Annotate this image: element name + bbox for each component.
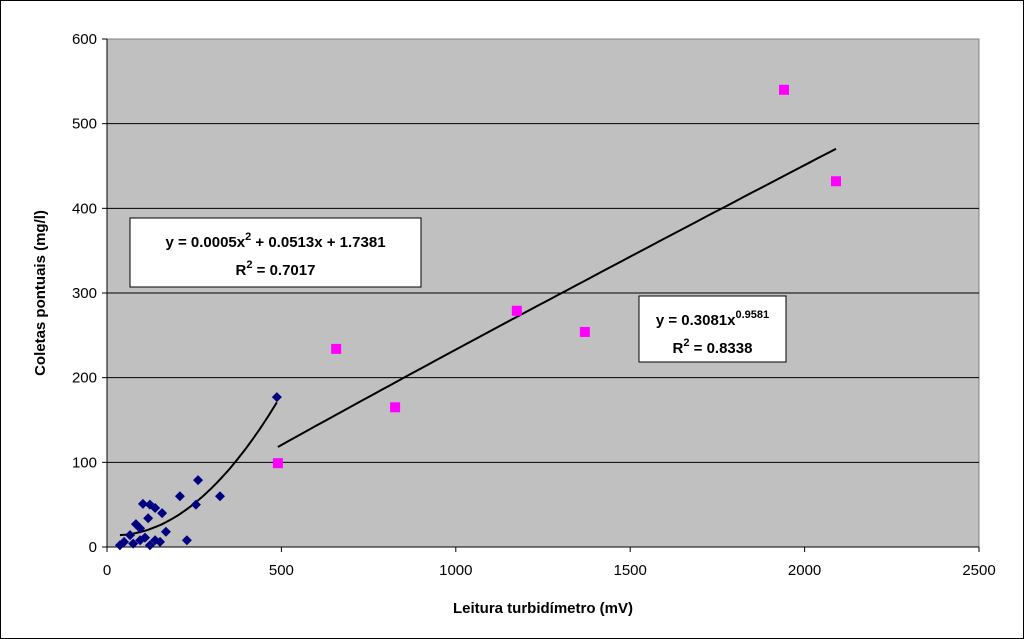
point: [125, 530, 136, 541]
annotation-part: y = 0.3081x: [656, 312, 736, 329]
point: [579, 326, 590, 337]
superscript: 2: [683, 337, 689, 349]
annotation-box: [129, 217, 422, 288]
annotation-text: y = 0.0005x2 + 0.0513x + 1.7381: [165, 231, 385, 251]
point: [215, 491, 226, 502]
trendline: [119, 401, 278, 537]
annotation-part: y = 0.0005x: [165, 234, 245, 251]
point: [128, 538, 139, 549]
point: [193, 475, 204, 486]
point: [779, 84, 790, 95]
superscript: 2: [245, 231, 251, 243]
point: [155, 536, 166, 547]
x-axis-label: Leitura turbidímetro (mV): [453, 600, 633, 617]
annotation-part: + 0.0513x + 1.7381: [251, 234, 385, 251]
point: [174, 491, 185, 502]
superscript: 2: [246, 259, 252, 271]
y-tick-label: 600: [72, 31, 97, 48]
point: [271, 392, 282, 403]
point: [135, 523, 146, 534]
y-tick-label: 300: [72, 285, 97, 302]
annotation-part: R: [236, 262, 247, 279]
superscript: 0.9581: [736, 309, 770, 321]
point: [160, 526, 171, 537]
point: [511, 305, 522, 316]
annotation-part: = 0.8338: [689, 340, 752, 357]
x-tick-label: 2000: [788, 562, 821, 579]
point: [114, 540, 125, 551]
x-tick-label: 2500: [962, 562, 995, 579]
x-tick-label: 500: [269, 562, 294, 579]
x-tick-label: 1000: [439, 562, 472, 579]
annotation-text: y = 0.3081x0.9581: [656, 309, 769, 329]
annotation-text: R2 = 0.7017: [236, 259, 316, 279]
x-tick-label: 1500: [614, 562, 647, 579]
point: [181, 535, 192, 546]
y-tick-label: 100: [72, 454, 97, 471]
point: [144, 540, 155, 551]
y-tick-label: 0: [89, 539, 97, 556]
y-tick-label: 200: [72, 370, 97, 387]
point: [135, 535, 146, 546]
annotation-text: R2 = 0.8338: [673, 337, 753, 357]
point: [137, 498, 148, 509]
point: [143, 513, 154, 524]
point: [272, 458, 283, 469]
trendline: [277, 147, 837, 448]
point: [150, 503, 161, 514]
point: [157, 508, 168, 519]
x-tick-label: 0: [103, 562, 111, 579]
annotation-box: [638, 295, 787, 363]
point: [830, 176, 841, 187]
y-axis-label: Coletas pontuais (mg/l): [32, 210, 49, 376]
annotation-part: = 0.7017: [252, 262, 315, 279]
point: [390, 402, 401, 413]
point: [190, 499, 201, 510]
y-tick-label: 400: [72, 200, 97, 217]
y-tick-label: 500: [72, 116, 97, 133]
point: [331, 343, 342, 354]
annotation-part: R: [673, 340, 684, 357]
